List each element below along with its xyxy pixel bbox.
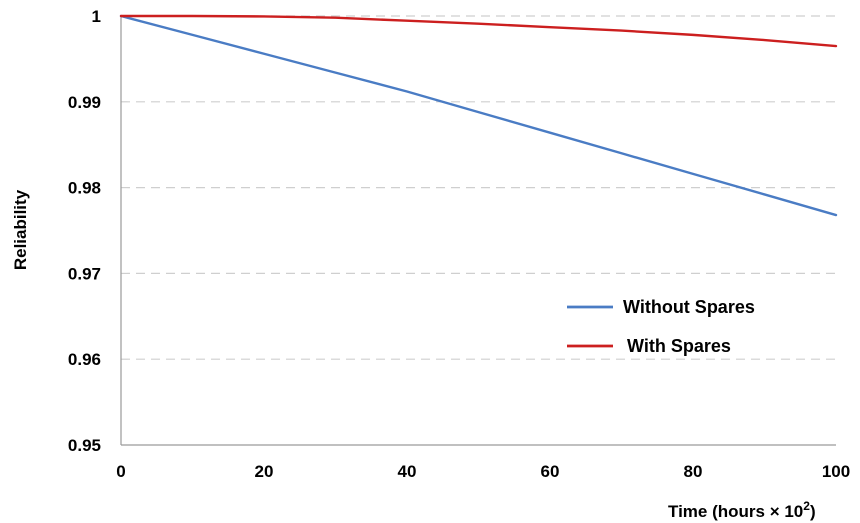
x-tick-label: 20 — [255, 462, 274, 481]
x-tick-label: 80 — [684, 462, 703, 481]
y-tick-label: 0.95 — [68, 436, 101, 455]
y-tick-label: 0.98 — [68, 179, 101, 198]
x-tick-label: 40 — [398, 462, 417, 481]
x-tick-label: 60 — [541, 462, 560, 481]
x-tick-labels: 0 20 40 60 80 100 — [116, 462, 850, 481]
legend-label: Without Spares — [623, 297, 755, 317]
y-axis-title: Reliability — [11, 189, 30, 270]
y-tick-labels: 0.95 0.96 0.97 0.98 0.99 1 — [68, 7, 101, 455]
x-axis-title-main: Time (hours × 10 — [668, 502, 803, 521]
series-line-without-spares — [119, 14, 838, 217]
series-lines — [119, 14, 838, 217]
y-tick-label: 0.96 — [68, 350, 101, 369]
x-tick-label: 100 — [822, 462, 850, 481]
axes — [120, 16, 836, 446]
y-tick-label: 0.99 — [68, 93, 101, 112]
x-tick-label: 0 — [116, 462, 125, 481]
x-axis-title: Time (hours × 102) — [668, 499, 816, 521]
legend-label: With Spares — [627, 336, 731, 356]
legend: Without Spares With Spares — [567, 297, 755, 356]
series-line-with-spares — [119, 14, 838, 48]
x-axis-title-superscript: 2 — [803, 499, 810, 513]
y-tick-label: 0.97 — [68, 264, 101, 283]
x-axis-title-close: ) — [810, 502, 816, 521]
y-tick-label: 1 — [92, 7, 101, 26]
